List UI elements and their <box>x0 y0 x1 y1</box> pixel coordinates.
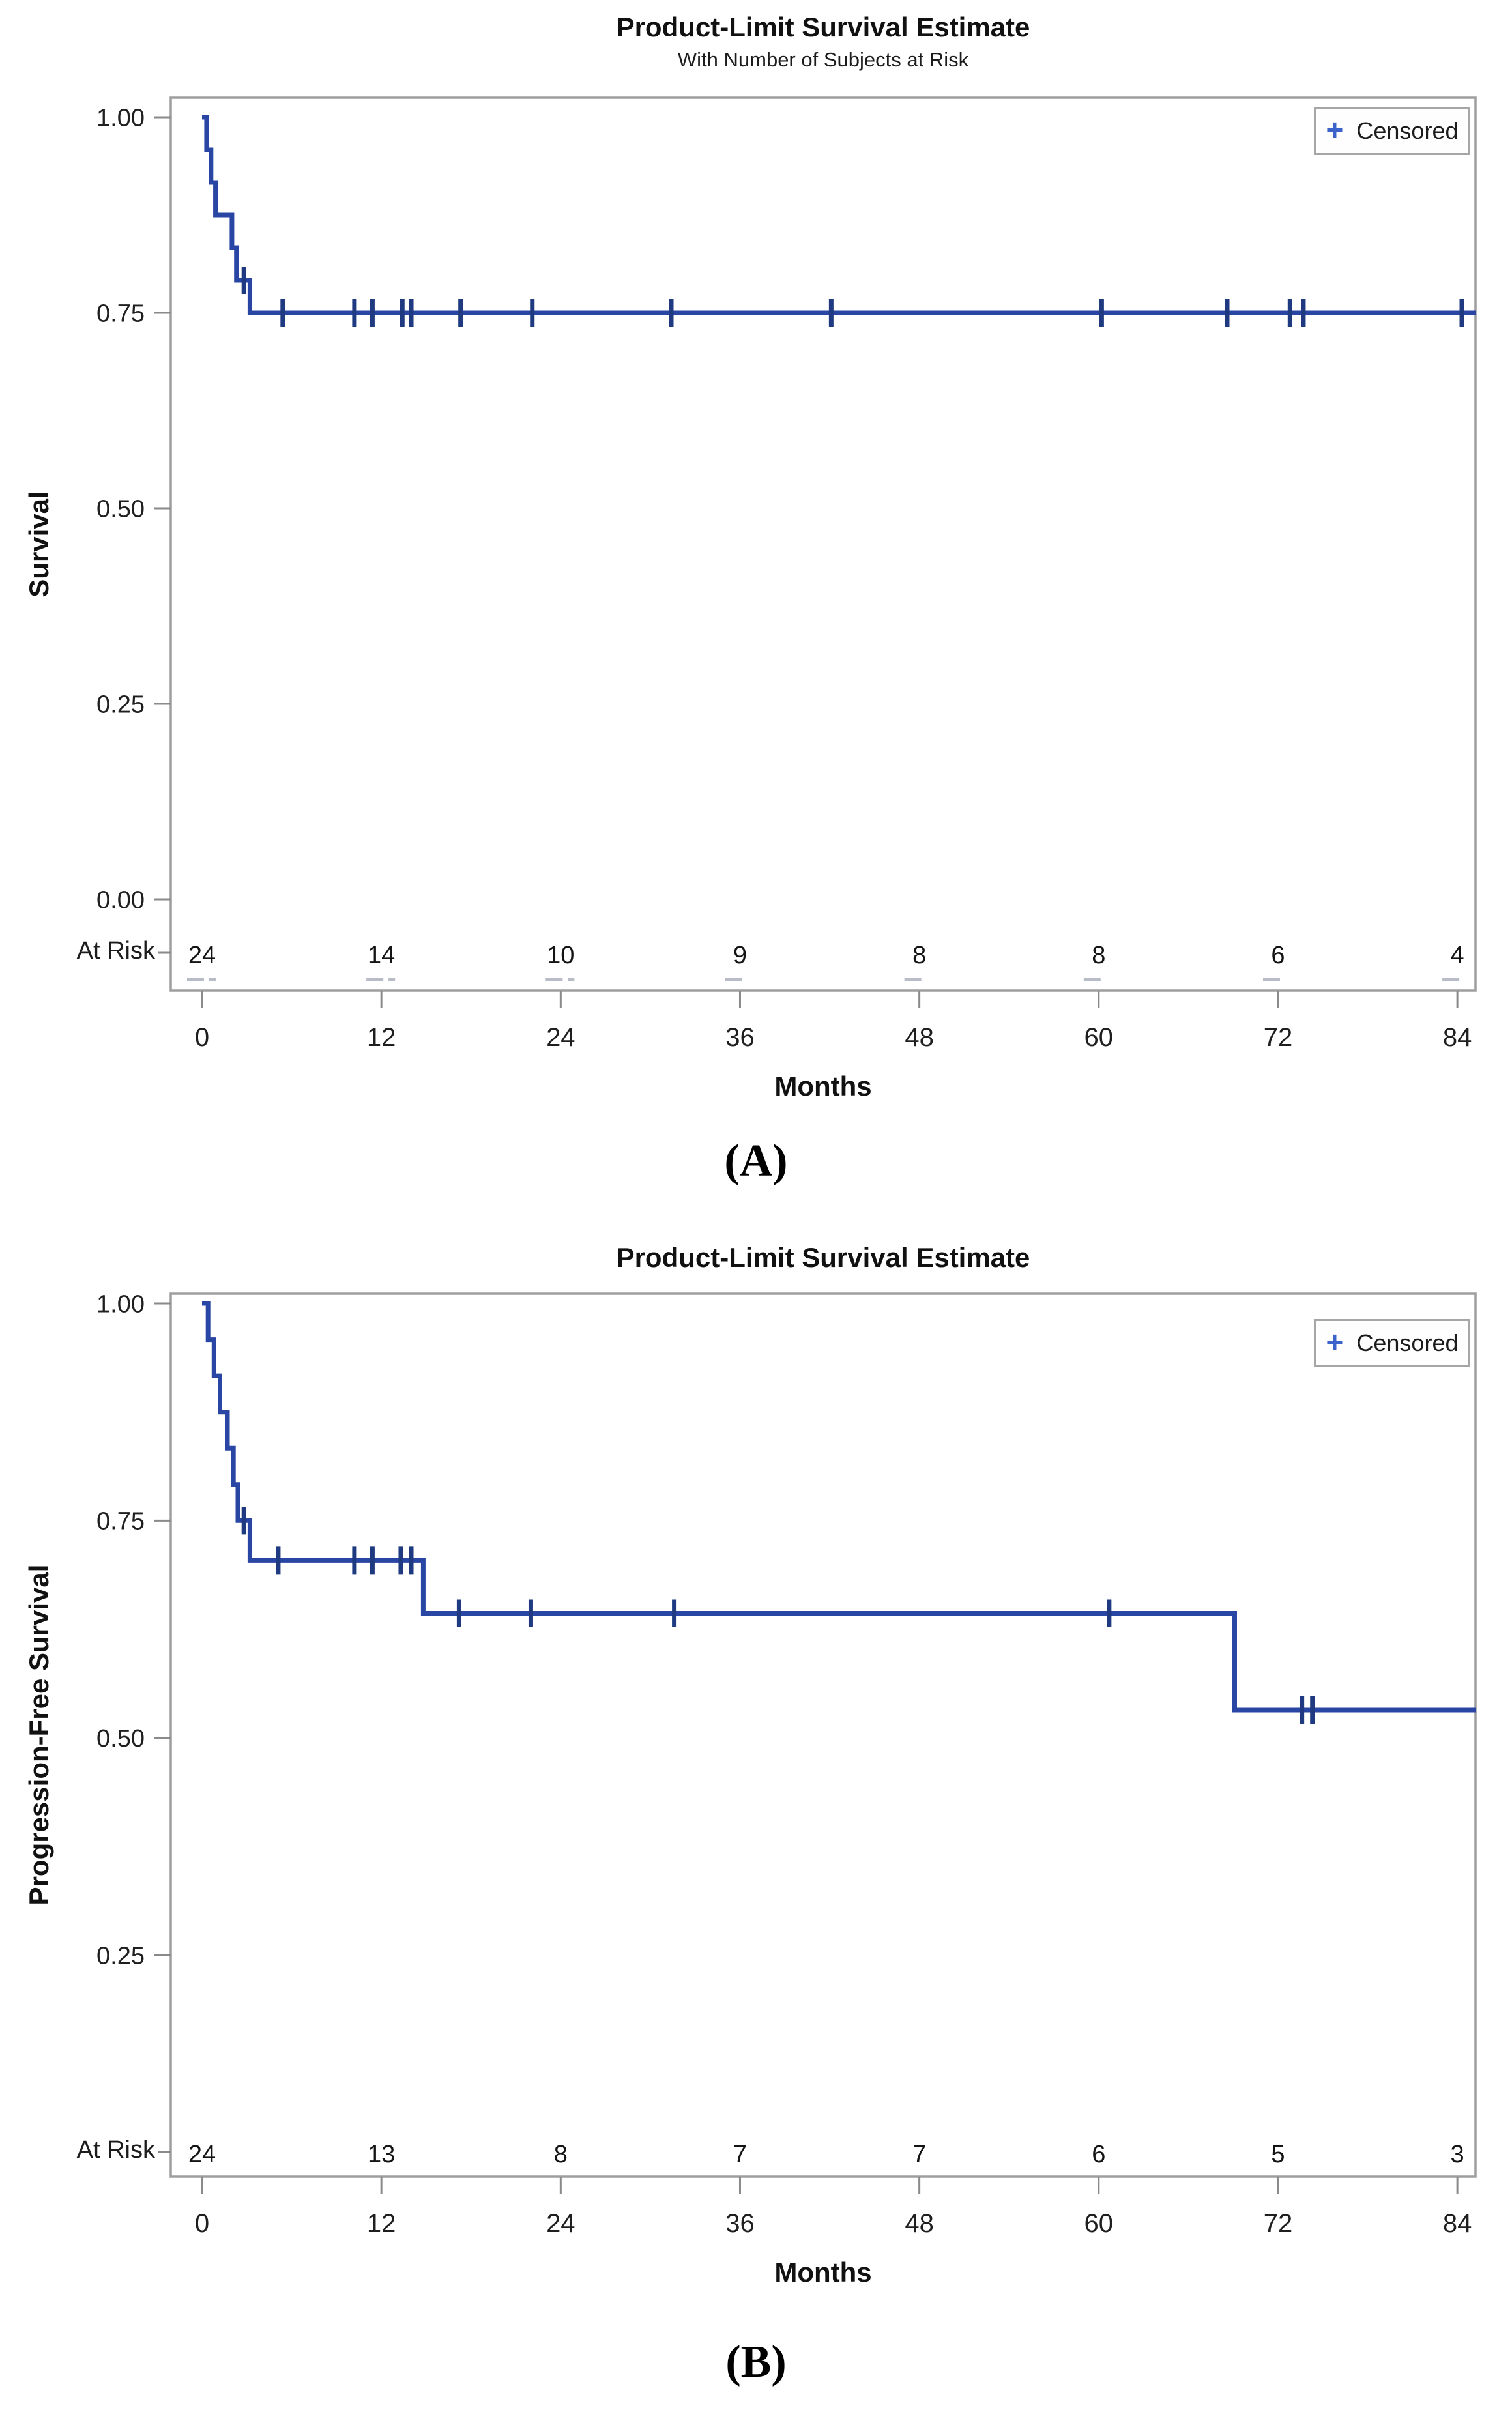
x-tick-label: 84 <box>1443 2209 1472 2238</box>
plot-frame <box>169 96 1477 992</box>
panel-b-caption: (B) <box>725 2337 787 2387</box>
at-risk-count: 9 <box>733 942 747 969</box>
chart-a-xlabel: Months <box>774 1071 872 1101</box>
chart-a-title: Product-Limit Survival Estimate <box>616 12 1030 42</box>
at-risk-count: 13 <box>368 2141 395 2168</box>
at-risk-dash <box>209 978 216 981</box>
km-plot-b: 1.00 0.75 0.50 0.25 0 24 12 13 24 8 36 7 48 7 60 6 72 5 84… <box>96 1290 1477 2238</box>
x-tick-label: 48 <box>905 1023 934 1052</box>
x-tick-label: 84 <box>1443 1023 1472 1052</box>
x-tick-label: 72 <box>1264 2209 1293 2238</box>
x-tick-label: 0 <box>195 2209 209 2238</box>
at-risk-count: 8 <box>1092 942 1105 969</box>
at-risk-dash <box>904 978 922 981</box>
chart-a-legend: + Censored <box>1314 107 1470 155</box>
chart-b-at-risk-label: At Risk <box>76 2136 155 2164</box>
survival-step-curve <box>202 1301 1476 1713</box>
chart-a-at-risk-label: At Risk <box>76 937 155 965</box>
chart-b-xlabel: Months <box>774 2257 872 2287</box>
at-risk-dash <box>366 978 384 981</box>
censored-plus-icon: + <box>1326 113 1344 147</box>
at-risk-count: 7 <box>733 2141 747 2168</box>
panel-a-caption: (A) <box>724 1136 788 1186</box>
survival-step-curve <box>202 115 1476 315</box>
y-tick-label: 0.25 <box>96 691 145 718</box>
x-tick-label: 72 <box>1264 1023 1293 1052</box>
chart-a-ylabel: Survival <box>23 491 54 598</box>
at-risk-count: 6 <box>1271 942 1285 969</box>
plot-frame <box>169 1292 1477 2178</box>
at-risk-count: 8 <box>912 942 926 969</box>
at-risk-dash <box>725 978 742 981</box>
at-risk-dash <box>187 978 204 981</box>
y-tick-label: 0.50 <box>96 495 145 523</box>
x-tick-label: 48 <box>905 2209 934 2238</box>
at-risk-dash <box>1442 978 1460 981</box>
km-plot-a: 1.000.750.500.250.0002412142410369488608… <box>96 96 1477 1052</box>
at-risk-count: 6 <box>1092 2141 1105 2168</box>
censored-plus-icon: + <box>1326 1325 1344 1359</box>
x-tick-label: 60 <box>1084 2209 1114 2238</box>
y-tick-label: 0.00 <box>96 886 145 914</box>
at-risk-count: 3 <box>1451 2141 1464 2168</box>
y-tick-label: 0.25 <box>96 1942 145 1969</box>
at-risk-dash <box>568 978 575 981</box>
legend-label: Censored <box>1356 117 1459 144</box>
at-risk-count: 8 <box>554 2141 568 2168</box>
y-tick-label: 0.75 <box>96 1508 145 1535</box>
y-tick-label: 1.00 <box>96 1290 145 1318</box>
at-risk-count: 14 <box>368 942 395 969</box>
y-tick-label: 0.50 <box>96 1725 145 1752</box>
chart-a-subtitle: With Number of Subjects at Risk <box>677 48 969 71</box>
chart-b-legend: + Censored <box>1314 1319 1470 1367</box>
at-risk-count: 10 <box>547 942 574 969</box>
chart-b-ylabel: Progression-Free Survival <box>23 1564 54 1906</box>
legend-label: Censored <box>1356 1329 1459 1356</box>
at-risk-count: 24 <box>188 2141 216 2168</box>
x-tick-label: 12 <box>367 2209 396 2238</box>
x-tick-label: 36 <box>725 2209 755 2238</box>
x-tick-label: 0 <box>195 1023 209 1052</box>
at-risk-dash <box>1083 978 1101 981</box>
at-risk-count: 4 <box>1451 942 1464 969</box>
x-tick-label: 12 <box>367 1023 396 1052</box>
at-risk-dash <box>388 978 396 981</box>
y-tick-label: 1.00 <box>96 104 145 132</box>
chart-b-title: Product-Limit Survival Estimate <box>616 1242 1030 1273</box>
x-tick-label: 24 <box>546 1023 575 1052</box>
at-risk-dash <box>545 978 563 981</box>
at-risk-dash <box>1262 978 1280 981</box>
at-risk-count: 5 <box>1271 2141 1285 2168</box>
at-risk-count: 24 <box>188 942 216 969</box>
x-tick-label: 24 <box>546 2209 575 2238</box>
x-tick-label: 36 <box>725 1023 755 1052</box>
y-tick-label: 0.75 <box>96 300 145 327</box>
x-tick-label: 60 <box>1084 1023 1114 1052</box>
at-risk-count: 7 <box>912 2141 926 2168</box>
